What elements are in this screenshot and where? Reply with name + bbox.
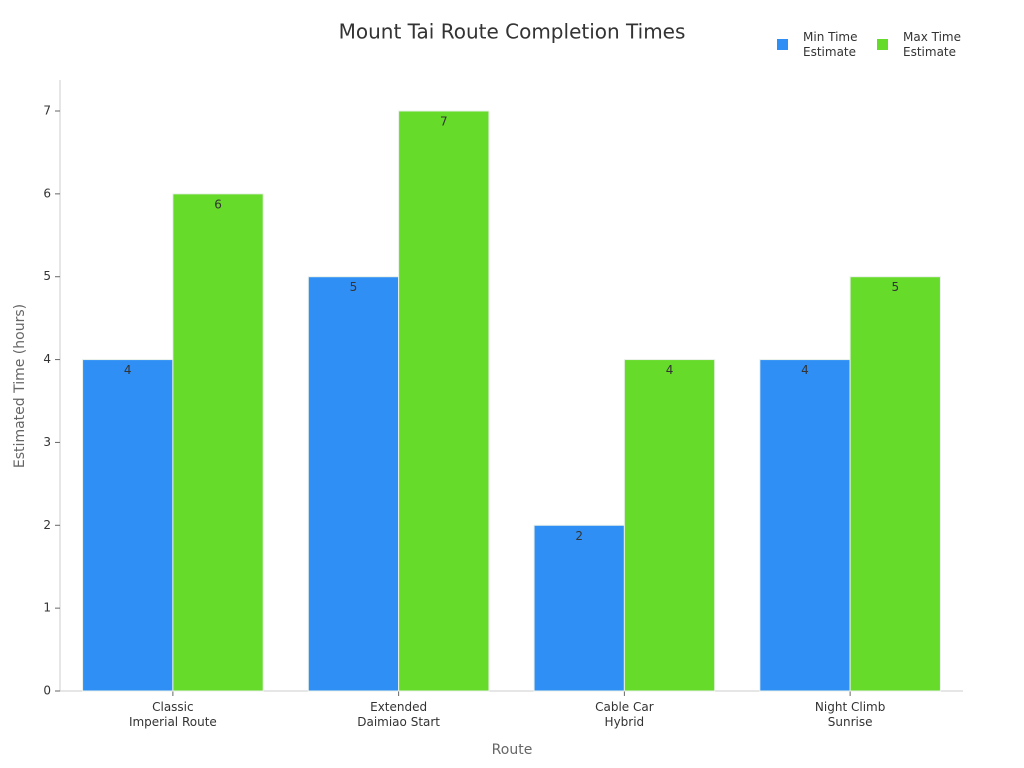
value-label: 2 [575, 529, 583, 543]
y-tick-label: 6 [43, 186, 51, 200]
bar [849, 276, 941, 692]
value-label: 4 [666, 363, 674, 377]
bar [398, 110, 490, 692]
chart-title: Mount Tai Route Completion Times [339, 20, 686, 44]
x-tick-label: Classic Imperial Route [128, 700, 217, 729]
legend-label: Min Time Estimate [803, 30, 858, 59]
value-label: 5 [891, 280, 899, 294]
y-tick-label: 3 [43, 435, 51, 449]
y-tick-label: 1 [43, 601, 51, 615]
bar [82, 359, 174, 692]
x-axis-title: Route [492, 742, 533, 758]
legend-label: Max Time Estimate [903, 30, 961, 59]
bar [533, 524, 625, 692]
y-tick-label: 2 [43, 518, 51, 532]
y-axis-title: Estimated Time (hours) [12, 304, 28, 468]
y-tick-label: 4 [43, 352, 51, 366]
x-tick-label: Cable Car Hybrid [595, 700, 654, 729]
value-label: 4 [801, 363, 809, 377]
x-tick-label: Night Climb Sunrise [814, 700, 886, 729]
bar [172, 193, 264, 692]
legend-swatch [877, 39, 888, 50]
value-label: 6 [214, 197, 222, 211]
bar [623, 359, 716, 692]
legend-swatch [777, 39, 788, 50]
y-tick-label: 0 [43, 684, 51, 698]
value-label: 7 [440, 115, 448, 129]
value-label: 5 [350, 280, 358, 294]
value-label: 4 [124, 363, 132, 377]
bar [759, 359, 851, 692]
x-tick-label: Extended Daimiao Start [357, 700, 441, 729]
bar [307, 276, 400, 692]
y-tick-label: 7 [43, 104, 51, 118]
y-tick-label: 5 [43, 269, 51, 283]
